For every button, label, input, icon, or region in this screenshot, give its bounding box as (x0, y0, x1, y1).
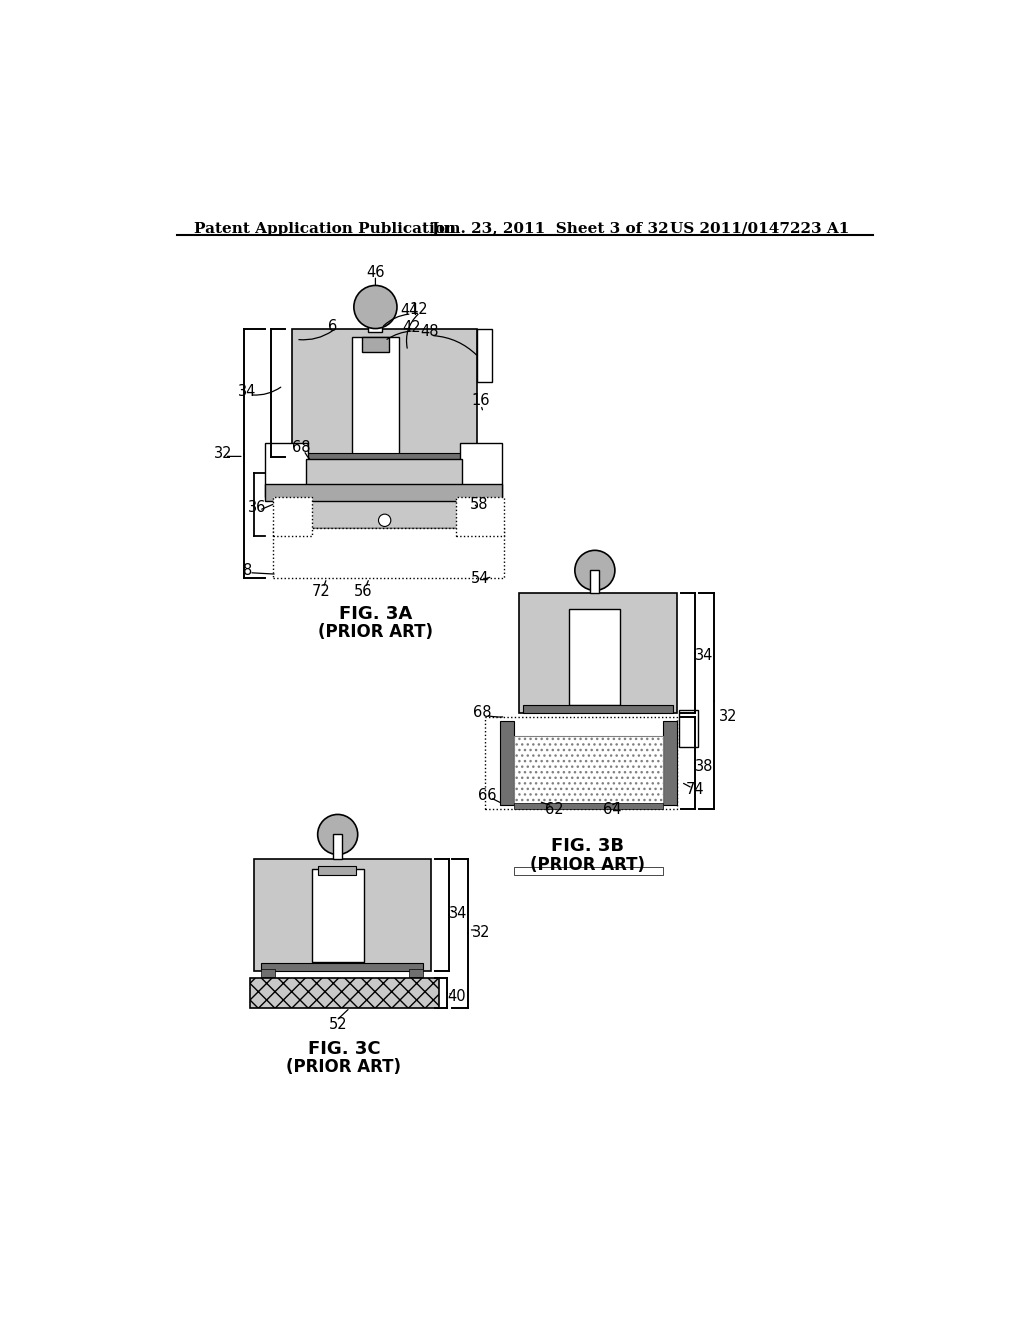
Bar (273, 498, 311, 536)
Bar (514, 867, 664, 875)
Bar (317, 866, 356, 875)
Bar (352, 337, 398, 455)
Text: 58: 58 (469, 498, 487, 512)
Bar (306, 453, 462, 461)
Bar (361, 337, 389, 352)
Text: 68: 68 (292, 440, 310, 454)
Text: 32: 32 (214, 446, 232, 461)
Text: 66: 66 (478, 788, 497, 804)
Text: 46: 46 (367, 265, 385, 280)
Text: Patent Application Publication: Patent Application Publication (194, 222, 456, 235)
Bar (261, 969, 275, 977)
Text: 54: 54 (471, 570, 489, 586)
Bar (333, 834, 342, 859)
Text: FIG. 3A: FIG. 3A (339, 605, 412, 623)
Bar (322, 461, 444, 469)
Bar (457, 498, 504, 536)
Bar (265, 444, 307, 498)
Bar (265, 484, 503, 502)
Text: 42: 42 (402, 321, 421, 335)
Bar (254, 859, 431, 970)
Text: 34: 34 (239, 384, 257, 399)
Text: 74: 74 (686, 783, 705, 797)
Text: (PRIOR ART): (PRIOR ART) (529, 855, 645, 874)
Bar (306, 469, 462, 473)
Text: FIG. 3B: FIG. 3B (551, 837, 624, 855)
Bar (514, 803, 664, 809)
Bar (444, 461, 460, 470)
Text: US 2011/0147223 A1: US 2011/0147223 A1 (670, 222, 849, 235)
Bar (273, 528, 504, 578)
Bar (261, 964, 423, 970)
Circle shape (379, 515, 391, 527)
Text: (PRIOR ART): (PRIOR ART) (317, 623, 433, 642)
Text: 44: 44 (400, 304, 419, 318)
Bar (477, 330, 493, 381)
Text: 32: 32 (719, 709, 737, 725)
Bar (679, 710, 698, 747)
Bar (369, 305, 382, 331)
Bar (460, 444, 503, 498)
Bar (523, 705, 674, 713)
Bar (484, 717, 677, 809)
Text: 68: 68 (473, 705, 492, 721)
Text: Jun. 23, 2011  Sheet 3 of 32: Jun. 23, 2011 Sheet 3 of 32 (431, 222, 669, 235)
Bar (519, 594, 677, 713)
Bar (306, 461, 322, 470)
Text: 48: 48 (420, 325, 438, 339)
Text: 40: 40 (446, 989, 466, 1003)
Text: 38: 38 (695, 759, 714, 775)
Bar (410, 969, 423, 977)
Text: 62: 62 (545, 801, 563, 817)
Bar (500, 721, 514, 805)
Bar (292, 330, 477, 457)
Bar (311, 869, 364, 961)
Bar (590, 570, 599, 594)
Text: 12: 12 (410, 302, 428, 317)
Text: (PRIOR ART): (PRIOR ART) (287, 1059, 401, 1076)
Text: 52: 52 (329, 1018, 347, 1032)
Text: 6: 6 (328, 318, 337, 334)
Text: 8: 8 (243, 562, 252, 578)
Bar (569, 609, 620, 705)
Bar (306, 459, 462, 528)
Text: 64: 64 (602, 801, 622, 817)
Text: FIG. 3C: FIG. 3C (307, 1040, 380, 1057)
Text: 34: 34 (695, 648, 714, 663)
Circle shape (574, 550, 614, 590)
Circle shape (354, 285, 397, 329)
Text: 72: 72 (311, 583, 330, 599)
Bar (250, 978, 438, 1007)
Bar (664, 721, 677, 805)
Bar (514, 737, 664, 805)
Text: 32: 32 (472, 925, 490, 940)
Text: 56: 56 (354, 583, 373, 599)
Text: 34: 34 (449, 906, 467, 920)
Text: 36: 36 (248, 500, 266, 515)
Circle shape (317, 814, 357, 854)
Text: 16: 16 (472, 393, 490, 408)
